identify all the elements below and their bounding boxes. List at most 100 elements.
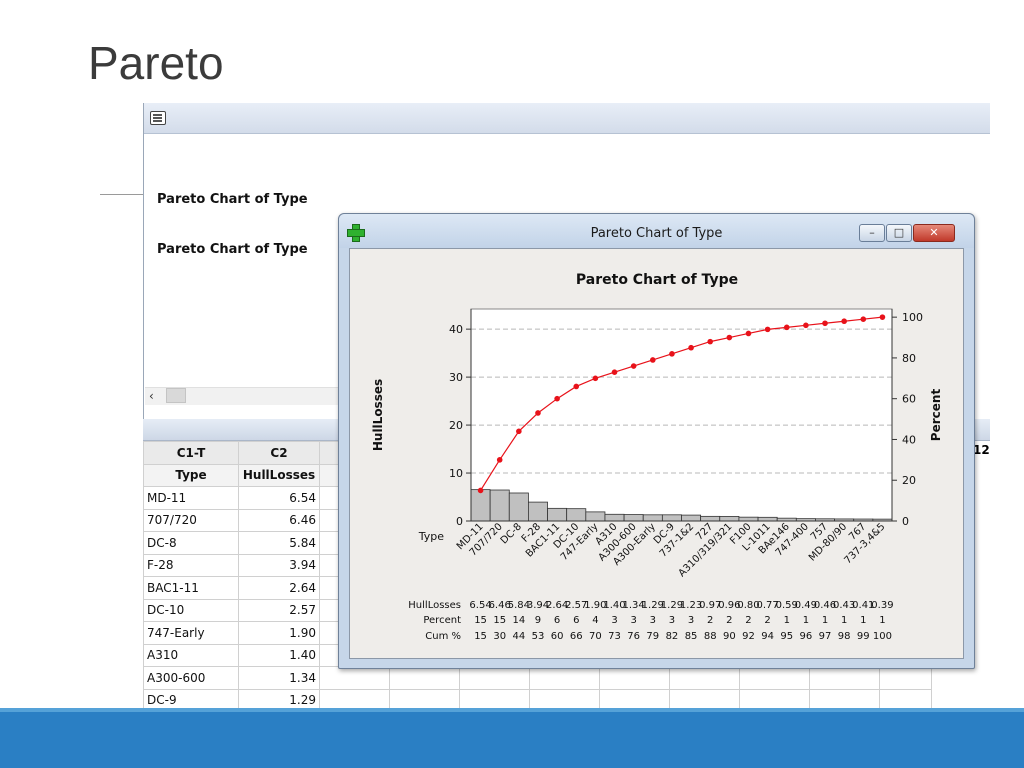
worksheet-cell[interactable] [739, 666, 810, 690]
type-cell[interactable]: F-28 [143, 553, 239, 577]
session-title-bar [144, 103, 990, 134]
column-name[interactable]: HullLosses [238, 463, 320, 487]
y2-axis-label: Percent [929, 389, 943, 442]
table-cell: 6.54 [469, 600, 491, 611]
hulllosses-cell[interactable]: 6.46 [238, 508, 320, 532]
cumulative-point [649, 357, 656, 363]
hulllosses-cell[interactable]: 5.84 [238, 531, 320, 555]
scroll-left-arrow-icon[interactable]: ‹ [149, 389, 154, 403]
table-cell: 94 [761, 631, 774, 642]
column-name[interactable]: Type [143, 463, 239, 487]
table-cell: 3.94 [527, 600, 549, 611]
bar [528, 501, 548, 522]
table-cell: 0.77 [756, 600, 778, 611]
y-tick-label: 40 [449, 323, 463, 336]
cumulative-point [669, 351, 675, 357]
table-row: DC-9 1.29 [143, 688, 932, 712]
table-cell: 30 [493, 631, 506, 642]
hulllosses-cell[interactable]: 1.40 [238, 643, 320, 667]
table-cell: 76 [627, 631, 640, 642]
type-cell[interactable]: BAC1-11 [143, 576, 239, 600]
table-cell: 0.80 [737, 600, 759, 611]
maximize-button[interactable]: □ [886, 224, 912, 242]
worksheet-cell[interactable] [319, 666, 390, 690]
table-cell: 99 [857, 631, 870, 642]
cumulative-point [477, 487, 484, 494]
cumulative-point [707, 338, 714, 345]
y2-tick-label: 40 [902, 433, 916, 446]
table-cell: 1 [860, 615, 866, 626]
type-cell[interactable]: DC-8 [143, 531, 239, 555]
hulllosses-cell[interactable]: 3.94 [238, 553, 320, 577]
y-tick-label: 0 [456, 515, 463, 528]
bar [566, 508, 587, 522]
table-cell: 66 [570, 631, 583, 642]
cumulative-point [630, 363, 637, 369]
category-label: DC-8 [499, 521, 524, 546]
graph-icon [347, 224, 365, 242]
hulllosses-cell[interactable]: 2.64 [238, 576, 320, 600]
bar [604, 513, 625, 522]
y-axis-label: HullLosses [371, 379, 385, 451]
minimize-button[interactable]: – [859, 224, 885, 242]
type-cell[interactable]: DC-10 [143, 598, 239, 622]
worksheet-cell[interactable] [809, 666, 880, 690]
table-cell: 97 [819, 631, 832, 642]
table-cell: 44 [512, 631, 525, 642]
column-id[interactable]: C1-T [143, 441, 239, 465]
table-cell: 98 [838, 631, 851, 642]
cumulative-point [554, 395, 560, 402]
type-cell[interactable]: 707/720 [143, 508, 239, 532]
table-cell: 88 [704, 631, 717, 642]
table-row: A300-600 1.34 [143, 666, 932, 690]
type-cell[interactable]: A300-600 [143, 666, 239, 690]
worksheet-cell[interactable] [389, 666, 460, 690]
bar [642, 514, 663, 522]
table-cell: 1.23 [680, 600, 702, 611]
session-icon[interactable] [150, 111, 166, 125]
hulllosses-cell[interactable]: 2.57 [238, 598, 320, 622]
x-axis-label: Type [418, 530, 444, 543]
pareto-chart: Pareto Chart of Type01020304002040608010… [371, 272, 943, 642]
worksheet-cell[interactable] [459, 666, 530, 690]
graph-window-title-bar[interactable]: Pareto Chart of Type – □ ✕ [339, 214, 974, 248]
table-cell: 15 [474, 631, 487, 642]
table-cell: 2 [764, 615, 770, 626]
cumulative-point [592, 375, 599, 382]
table-cell: 0.39 [871, 600, 893, 611]
table-cell: 3 [611, 615, 617, 626]
table-cell: 92 [742, 631, 755, 642]
table-cell: 0.59 [776, 600, 798, 611]
table-cell: 96 [800, 631, 813, 642]
column-id[interactable]: C2 [238, 441, 320, 465]
worksheet-cell[interactable] [529, 666, 600, 690]
worksheet-cell[interactable] [879, 666, 932, 690]
horizontal-scrollbar[interactable] [145, 387, 345, 405]
worksheet-cell[interactable] [599, 666, 670, 690]
cumulative-point [860, 316, 867, 322]
hulllosses-cell[interactable]: 6.54 [238, 486, 320, 510]
table-cell: 6 [554, 615, 560, 626]
table-cell: 79 [646, 631, 659, 642]
bar [547, 507, 568, 522]
table-cell: 3 [669, 615, 675, 626]
y-tick-label: 30 [449, 371, 463, 384]
bar [700, 515, 721, 522]
hulllosses-cell[interactable]: 1.90 [238, 621, 320, 645]
column-header[interactable]: 12 [973, 443, 990, 457]
type-cell[interactable]: 747-Early [143, 621, 239, 645]
worksheet-cell[interactable] [669, 666, 740, 690]
hulllosses-cell[interactable]: 1.34 [238, 666, 320, 690]
cumulative-point [764, 326, 771, 333]
close-button[interactable]: ✕ [913, 224, 955, 242]
table-cell: 15 [474, 615, 487, 626]
y2-tick-label: 0 [902, 515, 909, 528]
scrollbar-thumb[interactable] [166, 388, 186, 403]
type-cell[interactable]: A310 [143, 643, 239, 667]
table-cell: 1.90 [584, 600, 606, 611]
type-cell[interactable]: MD-11 [143, 486, 239, 510]
table-row-label: Percent [423, 615, 461, 626]
table-cell: 0.41 [852, 600, 874, 611]
table-cell: 100 [873, 631, 892, 642]
session-output-title: Pareto Chart of Type [157, 192, 308, 207]
